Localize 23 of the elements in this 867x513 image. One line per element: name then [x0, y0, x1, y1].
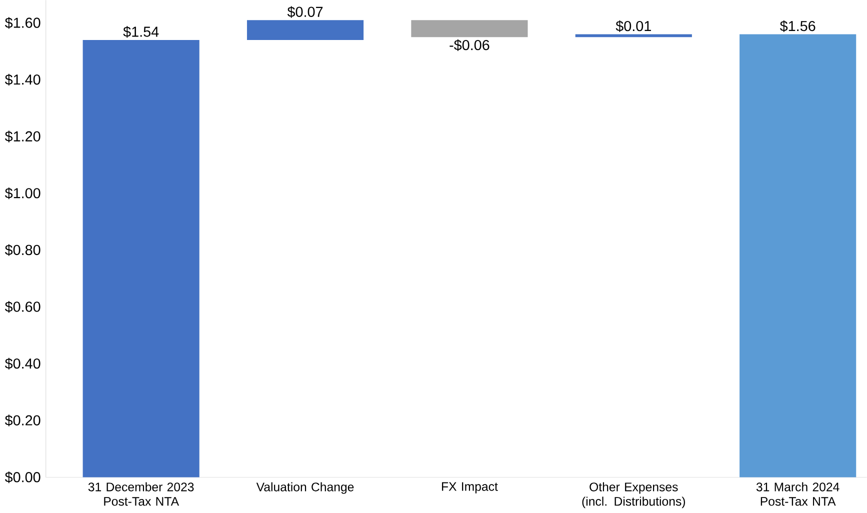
y-tick-label: $0.00 — [4, 471, 40, 484]
x-tick-label: FX Impact — [442, 482, 498, 494]
x-tick-label: Valuation Change — [256, 482, 354, 494]
data-label: $1.54 — [123, 26, 159, 38]
x-tick-label: 31 December 2023 Post-Tax NTA — [88, 482, 194, 506]
data-label: $0.01 — [616, 20, 651, 32]
y-tick-label: $0.60 — [4, 301, 40, 313]
bar — [411, 20, 528, 38]
bar — [740, 34, 856, 478]
data-label: $1.56 — [780, 20, 816, 32]
y-tick-label: $1.40 — [4, 74, 40, 86]
y-tick-label: $1.20 — [4, 130, 40, 142]
data-label: $0.07 — [287, 6, 323, 18]
x-tick-label: Other Expenses (incl. Distributions) — [582, 482, 685, 508]
bar — [82, 40, 200, 478]
y-tick-label: $0.80 — [4, 244, 40, 256]
y-tick-label: $0.40 — [4, 358, 40, 370]
x-tick-label: 31 March 2024 Post-Tax NTA — [756, 482, 840, 506]
y-tick-label: $0.20 — [4, 414, 40, 426]
bar — [246, 20, 364, 40]
data-label: -$0.06 — [450, 39, 490, 52]
y-tick-label: $1.00 — [4, 187, 40, 200]
y-tick-label: $1.60 — [4, 17, 40, 29]
